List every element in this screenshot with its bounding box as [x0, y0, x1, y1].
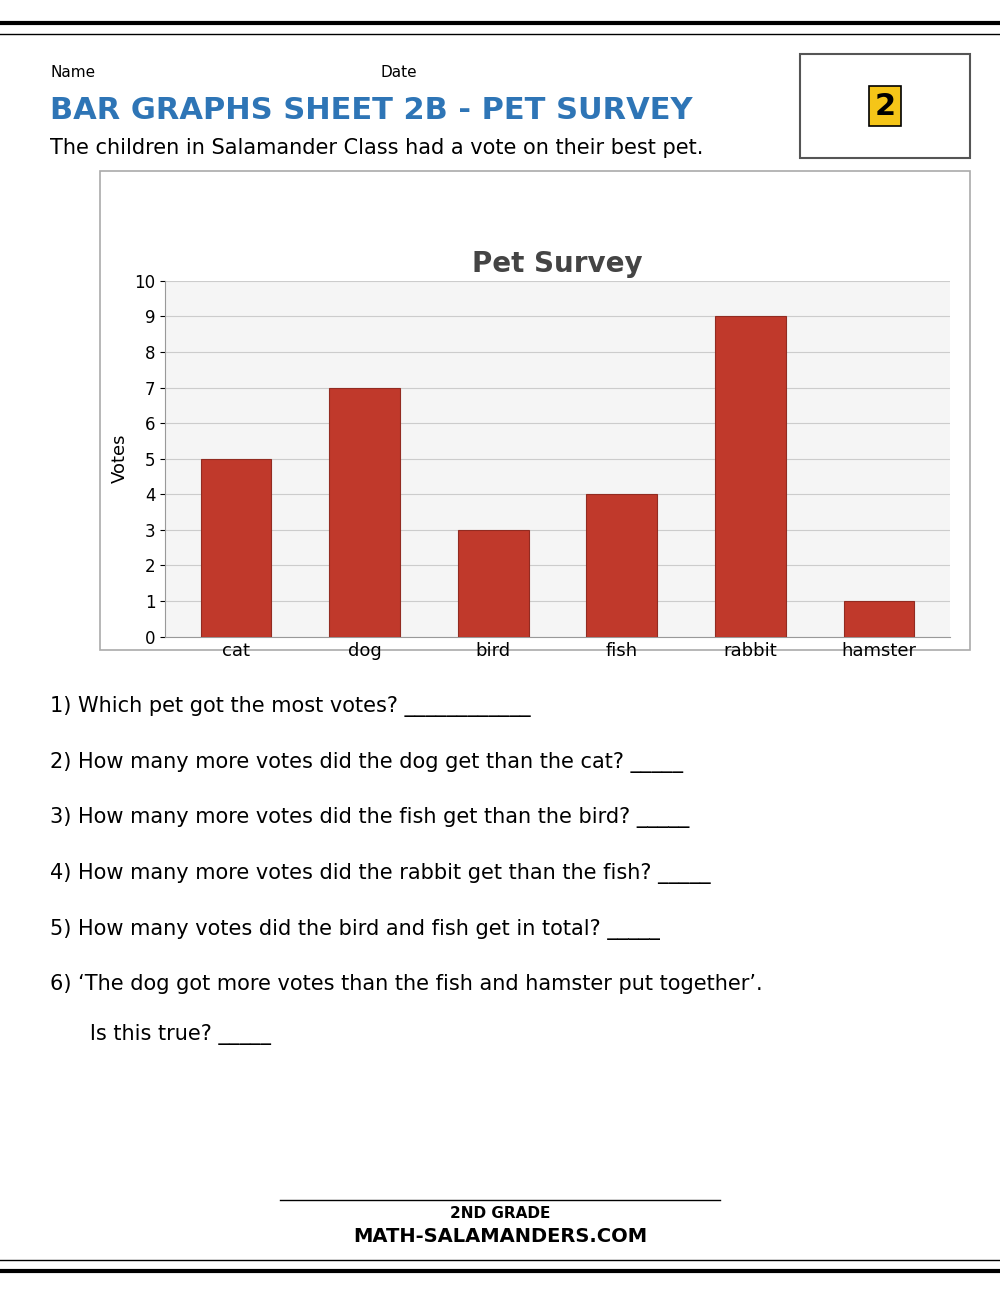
Text: 2) How many more votes did the dog get than the cat? _____: 2) How many more votes did the dog get t… [50, 752, 683, 773]
Text: 2: 2 [874, 92, 896, 120]
Bar [800, 54, 970, 158]
Text: Is this true? _____: Is this true? _____ [70, 1024, 271, 1044]
Text: MATH-SALAMANDERS.COM: MATH-SALAMANDERS.COM [353, 1227, 647, 1246]
Bar [100, 171, 970, 650]
Bar [844, 600, 914, 637]
Text: 6) ‘The dog got more votes than the fish and hamster put together’.: 6) ‘The dog got more votes than the fish… [50, 974, 763, 994]
Bar [458, 531, 529, 637]
Text: 2ND GRADE: 2ND GRADE [450, 1206, 550, 1222]
Text: 4) How many more votes did the rabbit get than the fish? _____: 4) How many more votes did the rabbit ge… [50, 863, 711, 884]
Bar [715, 317, 786, 637]
Text: 5) How many votes did the bird and fish get in total? _____: 5) How many votes did the bird and fish … [50, 919, 660, 939]
Text: 1) Which pet got the most votes? ____________: 1) Which pet got the most votes? _______… [50, 696, 531, 717]
Text: 3) How many more votes did the fish get than the bird? _____: 3) How many more votes did the fish get … [50, 807, 689, 828]
Y-axis label: Votes: Votes [111, 433, 129, 484]
Text: The children in Salamander Class had a vote on their best pet.: The children in Salamander Class had a v… [50, 138, 703, 158]
Bar [329, 388, 400, 637]
Bar [586, 494, 657, 637]
Title: Pet Survey: Pet Survey [472, 251, 643, 278]
Text: Date: Date [380, 65, 417, 80]
Bar [201, 458, 271, 637]
Text: Name: Name [50, 65, 95, 80]
Text: BAR GRAPHS SHEET 2B - PET SURVEY: BAR GRAPHS SHEET 2B - PET SURVEY [50, 96, 692, 124]
